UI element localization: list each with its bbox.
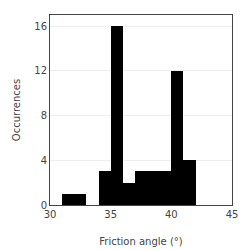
svg-text:35: 35 bbox=[104, 209, 117, 220]
svg-text:Occurrences: Occurrences bbox=[11, 79, 22, 141]
svg-text:40: 40 bbox=[165, 209, 178, 220]
svg-text:8: 8 bbox=[41, 110, 47, 121]
svg-text:Friction angle (°): Friction angle (°) bbox=[99, 236, 183, 247]
svg-text:12: 12 bbox=[34, 65, 47, 76]
svg-text:30: 30 bbox=[44, 209, 57, 220]
svg-text:4: 4 bbox=[41, 155, 47, 166]
svg-text:0: 0 bbox=[41, 200, 47, 211]
svg-text:16: 16 bbox=[34, 21, 47, 32]
svg-text:45: 45 bbox=[226, 209, 239, 220]
